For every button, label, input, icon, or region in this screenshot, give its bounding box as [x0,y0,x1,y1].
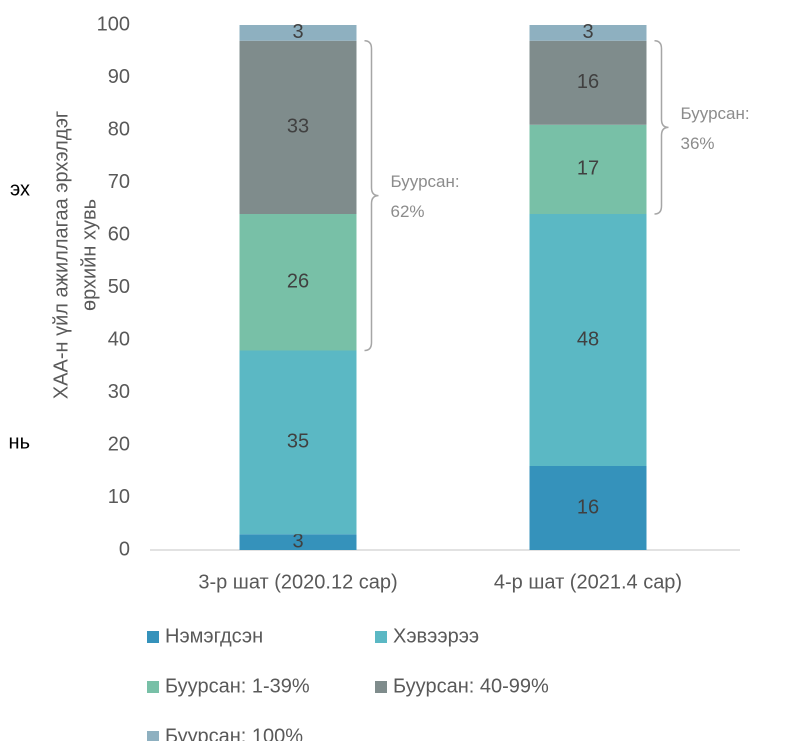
legend-swatch [375,631,387,643]
bar-segment [239,534,357,550]
y-tick-label: 0 [119,538,130,560]
legend-label: Буурсан: 1-39% [165,675,310,697]
annotation: 62% [391,202,425,221]
bar-segment [239,214,357,351]
bar-segment [239,25,357,41]
brace [654,40,669,215]
legend-swatch [375,681,387,693]
value-label: 33 [287,116,309,138]
legend-swatch [147,731,159,741]
y-tick-label: 30 [108,381,130,403]
bar-segment [529,214,647,466]
value-label: 16 [577,71,599,93]
value-label: 35 [287,431,309,453]
x-tick-label: 4-р шат (2021.4 сар) [494,571,682,593]
clipped-text: эх [10,178,30,200]
y-axis-label: ХАА-н үйл ажиллагаа эрхэлдэг [50,111,72,399]
bar-segment [529,466,647,550]
y-tick-label: 50 [108,276,130,298]
legend-label: Буурсан: 40-99% [393,675,549,697]
bar-segment [239,350,357,535]
value-label: 3 [292,21,303,43]
value-label: 26 [287,271,309,293]
y-tick-label: 80 [108,118,130,140]
y-tick-label: 70 [108,171,130,193]
bar-segment [529,124,647,214]
y-tick-label: 100 [97,13,130,35]
annotation: Буурсан: [681,104,750,123]
y-tick-label: 20 [108,433,130,455]
bar-segment [529,40,647,125]
x-tick-label: 3-р шат (2020.12 сар) [198,571,397,593]
y-tick-label: 40 [108,328,130,350]
y-tick-label: 10 [108,486,130,508]
legend-swatch [147,681,159,693]
clipped-text: нь [9,431,30,453]
annotation: 36% [681,134,715,153]
value-label: 3 [582,21,593,43]
legend-swatch [147,631,159,643]
value-label: 3 [292,530,303,552]
value-label: 16 [577,496,599,518]
value-label: 17 [577,158,599,180]
legend-label: Буурсан: 100% [165,725,303,741]
value-label: 48 [577,328,599,350]
y-tick-label: 90 [108,66,130,88]
y-axis-label: өрхийн хувь [78,199,100,311]
legend-label: Нэмэгдсэн [165,625,263,647]
y-tick-label: 60 [108,223,130,245]
annotation: Буурсан: [391,172,460,191]
brace [364,40,379,352]
bar-segment [239,40,357,214]
legend-label: Хэвээрээ [393,625,479,647]
bar-segment [529,25,647,41]
